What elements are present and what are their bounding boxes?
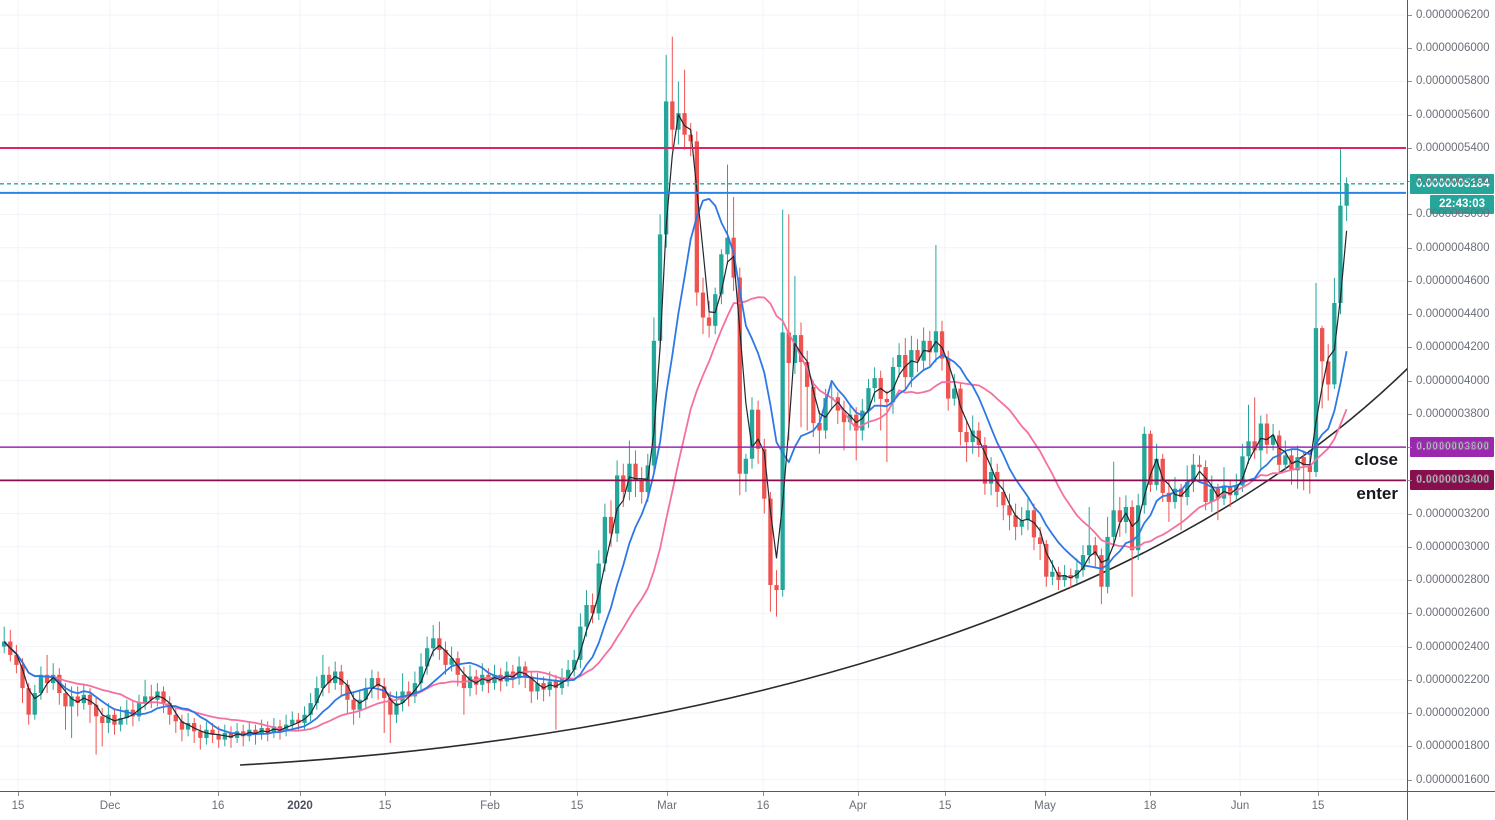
price-tick-mark — [1408, 713, 1412, 714]
price-tick-label: 0.0000001600 — [1416, 774, 1490, 786]
price-tick-label: 0.0000004600 — [1416, 275, 1490, 287]
enter-level-label[interactable]: enter — [1356, 484, 1398, 503]
price-tick-mark — [1408, 281, 1412, 282]
time-tick-label: 15 — [938, 800, 952, 812]
price-tick-label: 0.0000003600 — [1416, 441, 1490, 453]
time-tick-mark — [385, 792, 386, 796]
time-tick-label: 16 — [756, 800, 770, 812]
price-tick-label: 0.0000004000 — [1416, 375, 1490, 387]
price-tick-label: 0.0000002800 — [1416, 574, 1490, 586]
time-tick-mark — [300, 792, 301, 796]
time-tick-mark — [218, 792, 219, 796]
time-tick-label: 15 — [1311, 800, 1325, 812]
price-tick-mark — [1408, 48, 1412, 49]
price-tick-label: 0.0000005600 — [1416, 109, 1490, 121]
ma-medium-line — [3, 197, 1348, 736]
price-tick-mark — [1408, 514, 1412, 515]
price-tick-mark — [1408, 680, 1412, 681]
price-tick-label: 0.0000006200 — [1416, 9, 1490, 21]
price-tick-label: 0.0000002200 — [1416, 674, 1490, 686]
close-level-badge: 0.0000003600 — [1410, 437, 1494, 457]
price-tick-mark — [1408, 115, 1412, 116]
time-tick-mark — [577, 792, 578, 796]
price-tick-label: 0.0000002400 — [1416, 641, 1490, 653]
ma-fast-line — [3, 114, 1348, 738]
time-tick-mark — [1045, 792, 1046, 796]
price-tick-mark — [1408, 447, 1412, 448]
price-tick-mark — [1408, 414, 1412, 415]
price-tick-label: 0.0000005800 — [1416, 75, 1490, 87]
price-tick-label: 0.0000005400 — [1416, 142, 1490, 154]
price-tick-mark — [1408, 347, 1412, 348]
time-tick-mark — [1240, 792, 1241, 796]
enter-level-badge: 0.0000003400 — [1410, 470, 1494, 490]
price-tick-mark — [1408, 15, 1412, 16]
time-tick-mark — [858, 792, 859, 796]
price-tick-label: 0.0000001800 — [1416, 740, 1490, 752]
candle-bodies — [2, 101, 1349, 740]
time-tick-label: 15 — [378, 800, 392, 812]
price-tick-mark — [1408, 248, 1412, 249]
time-tick-mark — [490, 792, 491, 796]
time-axis[interactable]: 15 Dec 16 2020 15 Feb 15 Mar 16 Apr 15 May 18 Jun 15 — [0, 791, 1407, 820]
current-price-badge: 0.0000005184 — [1410, 174, 1494, 194]
time-tick-mark — [110, 792, 111, 796]
time-tick-label: Feb — [480, 800, 500, 812]
price-tick-mark — [1408, 480, 1412, 481]
price-tick-label: 0.0000003000 — [1416, 541, 1490, 553]
price-tick-label: 0.0000006000 — [1416, 42, 1490, 54]
price-tick-label: 0.0000003800 — [1416, 408, 1490, 420]
price-tick-mark — [1408, 214, 1412, 215]
time-tick-label: Dec — [99, 800, 121, 812]
price-axis[interactable]: 0.0000005184 22:43:03 0.0000003600 0.000… — [1407, 0, 1495, 791]
price-tick-label: 0.0000004200 — [1416, 341, 1490, 353]
time-tick-mark — [18, 792, 19, 796]
price-tick-mark — [1408, 746, 1412, 747]
time-tick-mark — [667, 792, 668, 796]
price-tick-mark — [1408, 314, 1412, 315]
time-tick-label: 2020 — [287, 800, 313, 812]
price-tick-label: 0.0000002600 — [1416, 607, 1490, 619]
price-tick-mark — [1408, 547, 1412, 548]
price-tick-label: 0.0000005200 — [1416, 175, 1490, 187]
price-tick-mark — [1408, 81, 1412, 82]
time-tick-label: 18 — [1143, 800, 1157, 812]
trend-curve[interactable] — [239, 367, 1407, 766]
countdown-badge: 22:43:03 — [1430, 195, 1494, 214]
time-tick-mark — [1150, 792, 1151, 796]
price-tick-label: 0.0000003200 — [1416, 508, 1490, 520]
axis-corner — [1407, 791, 1495, 820]
price-tick-mark — [1408, 780, 1412, 781]
time-tick-label: 15 — [11, 800, 25, 812]
time-tick-mark — [945, 792, 946, 796]
time-tick-label: Apr — [849, 800, 867, 812]
price-tick-label: 0.0000005000 — [1416, 208, 1490, 220]
price-tick-mark — [1408, 647, 1412, 648]
time-tick-mark — [1318, 792, 1319, 796]
candlestick-plot[interactable] — [0, 0, 1407, 791]
time-tick-label: 16 — [211, 800, 225, 812]
price-tick-mark — [1408, 381, 1412, 382]
close-level-label[interactable]: close — [1354, 450, 1398, 469]
price-tick-mark — [1408, 613, 1412, 614]
time-tick-label: Jun — [1230, 800, 1250, 812]
price-tick-label: 0.0000002000 — [1416, 707, 1490, 719]
time-tick-label: Mar — [657, 800, 677, 812]
price-tick-label: 0.0000004400 — [1416, 308, 1490, 320]
time-tick-label: 15 — [570, 800, 584, 812]
price-tick-label: 0.0000004800 — [1416, 242, 1490, 254]
price-tick-mark — [1408, 181, 1412, 182]
price-tick-mark — [1408, 580, 1412, 581]
price-tick-mark — [1408, 148, 1412, 149]
time-tick-label: May — [1034, 800, 1056, 812]
price-tick-label: 0.0000003400 — [1416, 474, 1490, 486]
time-tick-mark — [763, 792, 764, 796]
